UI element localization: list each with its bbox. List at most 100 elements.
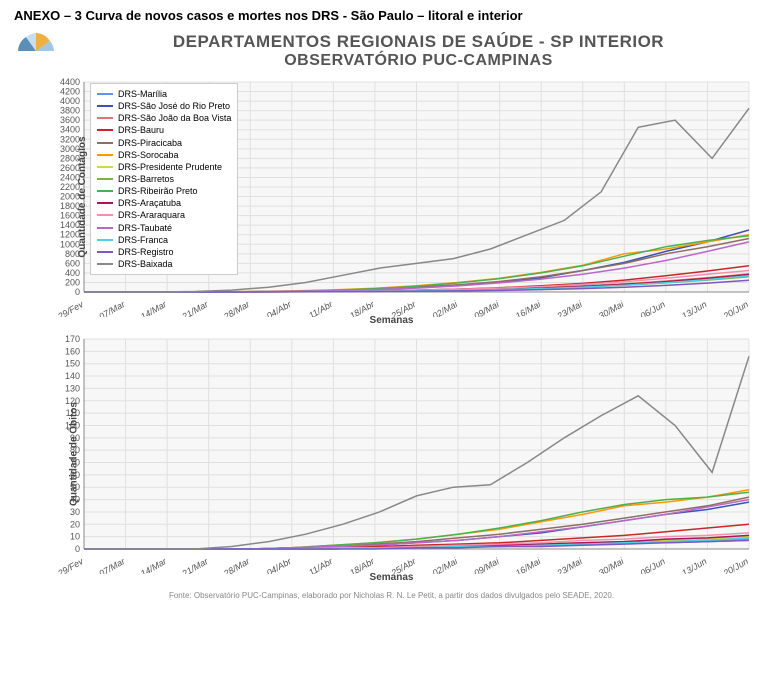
svg-text:400: 400 — [65, 268, 80, 278]
svg-text:3600: 3600 — [60, 115, 80, 125]
legend-label: DRS-Marília — [118, 88, 167, 100]
legend-label: DRS-Taubaté — [118, 222, 172, 234]
legend-label: DRS-São José do Rio Preto — [118, 100, 230, 112]
svg-text:200: 200 — [65, 277, 80, 287]
legend-item: DRS-Araçatuba — [97, 197, 231, 209]
legend-item: DRS-Barretos — [97, 173, 231, 185]
legend-swatch — [97, 190, 113, 192]
svg-text:02/Mai: 02/Mai — [431, 299, 460, 317]
legend-swatch — [97, 129, 113, 131]
svg-text:11/Abr: 11/Abr — [307, 299, 335, 317]
svg-text:30: 30 — [70, 507, 80, 517]
legend-swatch — [97, 117, 113, 119]
svg-text:02/Mai: 02/Mai — [431, 556, 460, 574]
legend-item: DRS-Registro — [97, 246, 231, 258]
legend-label: DRS-São João da Boa Vista — [118, 112, 231, 124]
anexo-title: ANEXO – 3 Curva de novos casos e mortes … — [14, 8, 769, 23]
chart-header: DEPARTAMENTOS REGIONAIS DE SAÚDE - SP IN… — [14, 29, 769, 73]
svg-text:28/Mar: 28/Mar — [221, 299, 252, 317]
svg-text:04/Abr: 04/Abr — [265, 299, 294, 317]
legend-swatch — [97, 202, 113, 204]
svg-text:0: 0 — [75, 544, 80, 554]
svg-text:29/Fev: 29/Fev — [55, 299, 85, 317]
legend-item: DRS-Baixada — [97, 258, 231, 270]
svg-text:13/Jun: 13/Jun — [680, 556, 708, 574]
deaths-chart: Quantidade de Óbitos 0102030405060708090… — [54, 334, 759, 574]
svg-text:18/Abr: 18/Abr — [348, 556, 377, 574]
legend-item: DRS-São José do Rio Preto — [97, 100, 231, 112]
svg-text:20/Jun: 20/Jun — [721, 556, 750, 574]
legend-label: DRS-Franca — [118, 234, 168, 246]
legend-item: DRS-Ribeirão Preto — [97, 185, 231, 197]
legend: DRS-MaríliaDRS-São José do Rio PretoDRS-… — [90, 83, 238, 275]
svg-text:3400: 3400 — [60, 125, 80, 135]
svg-text:06/Jun: 06/Jun — [638, 556, 666, 574]
legend-label: DRS-Ribeirão Preto — [118, 185, 198, 197]
legend-swatch — [97, 93, 113, 95]
legend-swatch — [97, 263, 113, 265]
svg-text:20/Jun: 20/Jun — [721, 299, 750, 317]
svg-text:09/Mai: 09/Mai — [472, 556, 501, 574]
svg-text:30/Mai: 30/Mai — [597, 556, 626, 574]
deaths-ylabel: Quantidade de Óbitos — [68, 402, 79, 506]
legend-label: DRS-Araraquara — [118, 209, 185, 221]
svg-text:11/Abr: 11/Abr — [307, 556, 335, 574]
svg-text:07/Mar: 07/Mar — [97, 556, 127, 574]
svg-text:4400: 4400 — [60, 77, 80, 87]
observatory-logo-icon — [14, 29, 58, 73]
legend-label: DRS-Sorocaba — [118, 149, 179, 161]
legend-swatch — [97, 227, 113, 229]
svg-text:3800: 3800 — [60, 106, 80, 116]
cases-chart: Quantidade de Contágios 0200400600800100… — [54, 77, 759, 317]
svg-text:23/Mai: 23/Mai — [554, 299, 584, 317]
legend-label: DRS-Piracicaba — [118, 137, 182, 149]
svg-text:600: 600 — [65, 258, 80, 268]
svg-text:21/Mar: 21/Mar — [180, 299, 211, 317]
legend-item: DRS-Piracicaba — [97, 137, 231, 149]
legend-swatch — [97, 178, 113, 180]
deaths-chart-svg: 0102030405060708090100110120130140150160… — [54, 334, 754, 574]
svg-text:30/Mai: 30/Mai — [597, 299, 626, 317]
svg-text:150: 150 — [65, 359, 80, 369]
legend-item: DRS-São João da Boa Vista — [97, 112, 231, 124]
svg-text:4200: 4200 — [60, 87, 80, 97]
legend-swatch — [97, 154, 113, 156]
legend-swatch — [97, 251, 113, 253]
legend-label: DRS-Registro — [118, 246, 174, 258]
svg-text:09/Mai: 09/Mai — [472, 299, 501, 317]
svg-text:140: 140 — [65, 371, 80, 381]
legend-item: DRS-Franca — [97, 234, 231, 246]
legend-label: DRS-Bauru — [118, 124, 164, 136]
svg-text:29/Fev: 29/Fev — [55, 556, 85, 574]
svg-text:06/Jun: 06/Jun — [638, 299, 666, 317]
legend-item: DRS-Bauru — [97, 124, 231, 136]
legend-item: DRS-Presidente Prudente — [97, 161, 231, 173]
svg-text:10: 10 — [70, 532, 80, 542]
svg-text:16/Mai: 16/Mai — [514, 556, 543, 574]
svg-text:0: 0 — [75, 287, 80, 297]
svg-text:04/Abr: 04/Abr — [265, 556, 294, 574]
svg-text:160: 160 — [65, 346, 80, 356]
legend-item: DRS-Marília — [97, 88, 231, 100]
svg-text:28/Mar: 28/Mar — [221, 556, 252, 574]
svg-text:4000: 4000 — [60, 96, 80, 106]
svg-text:25/Abr: 25/Abr — [389, 299, 419, 317]
legend-item: DRS-Sorocaba — [97, 149, 231, 161]
chart-title-line2: OBSERVATÓRIO PUC-CAMPINAS — [68, 52, 769, 70]
svg-text:16/Mai: 16/Mai — [514, 299, 543, 317]
cases-ylabel: Quantidade de Contágios — [77, 136, 88, 257]
svg-text:14/Mar: 14/Mar — [139, 556, 169, 574]
svg-text:14/Mar: 14/Mar — [139, 299, 169, 317]
svg-text:25/Abr: 25/Abr — [389, 556, 419, 574]
legend-item: DRS-Araraquara — [97, 209, 231, 221]
svg-text:23/Mai: 23/Mai — [554, 556, 584, 574]
svg-text:130: 130 — [65, 383, 80, 393]
legend-swatch — [97, 105, 113, 107]
legend-swatch — [97, 142, 113, 144]
chart-title-line1: DEPARTAMENTOS REGIONAIS DE SAÚDE - SP IN… — [68, 32, 769, 52]
legend-label: DRS-Presidente Prudente — [118, 161, 222, 173]
legend-label: DRS-Baixada — [118, 258, 173, 270]
legend-item: DRS-Taubaté — [97, 222, 231, 234]
svg-text:20: 20 — [70, 519, 80, 529]
legend-label: DRS-Araçatuba — [118, 197, 181, 209]
